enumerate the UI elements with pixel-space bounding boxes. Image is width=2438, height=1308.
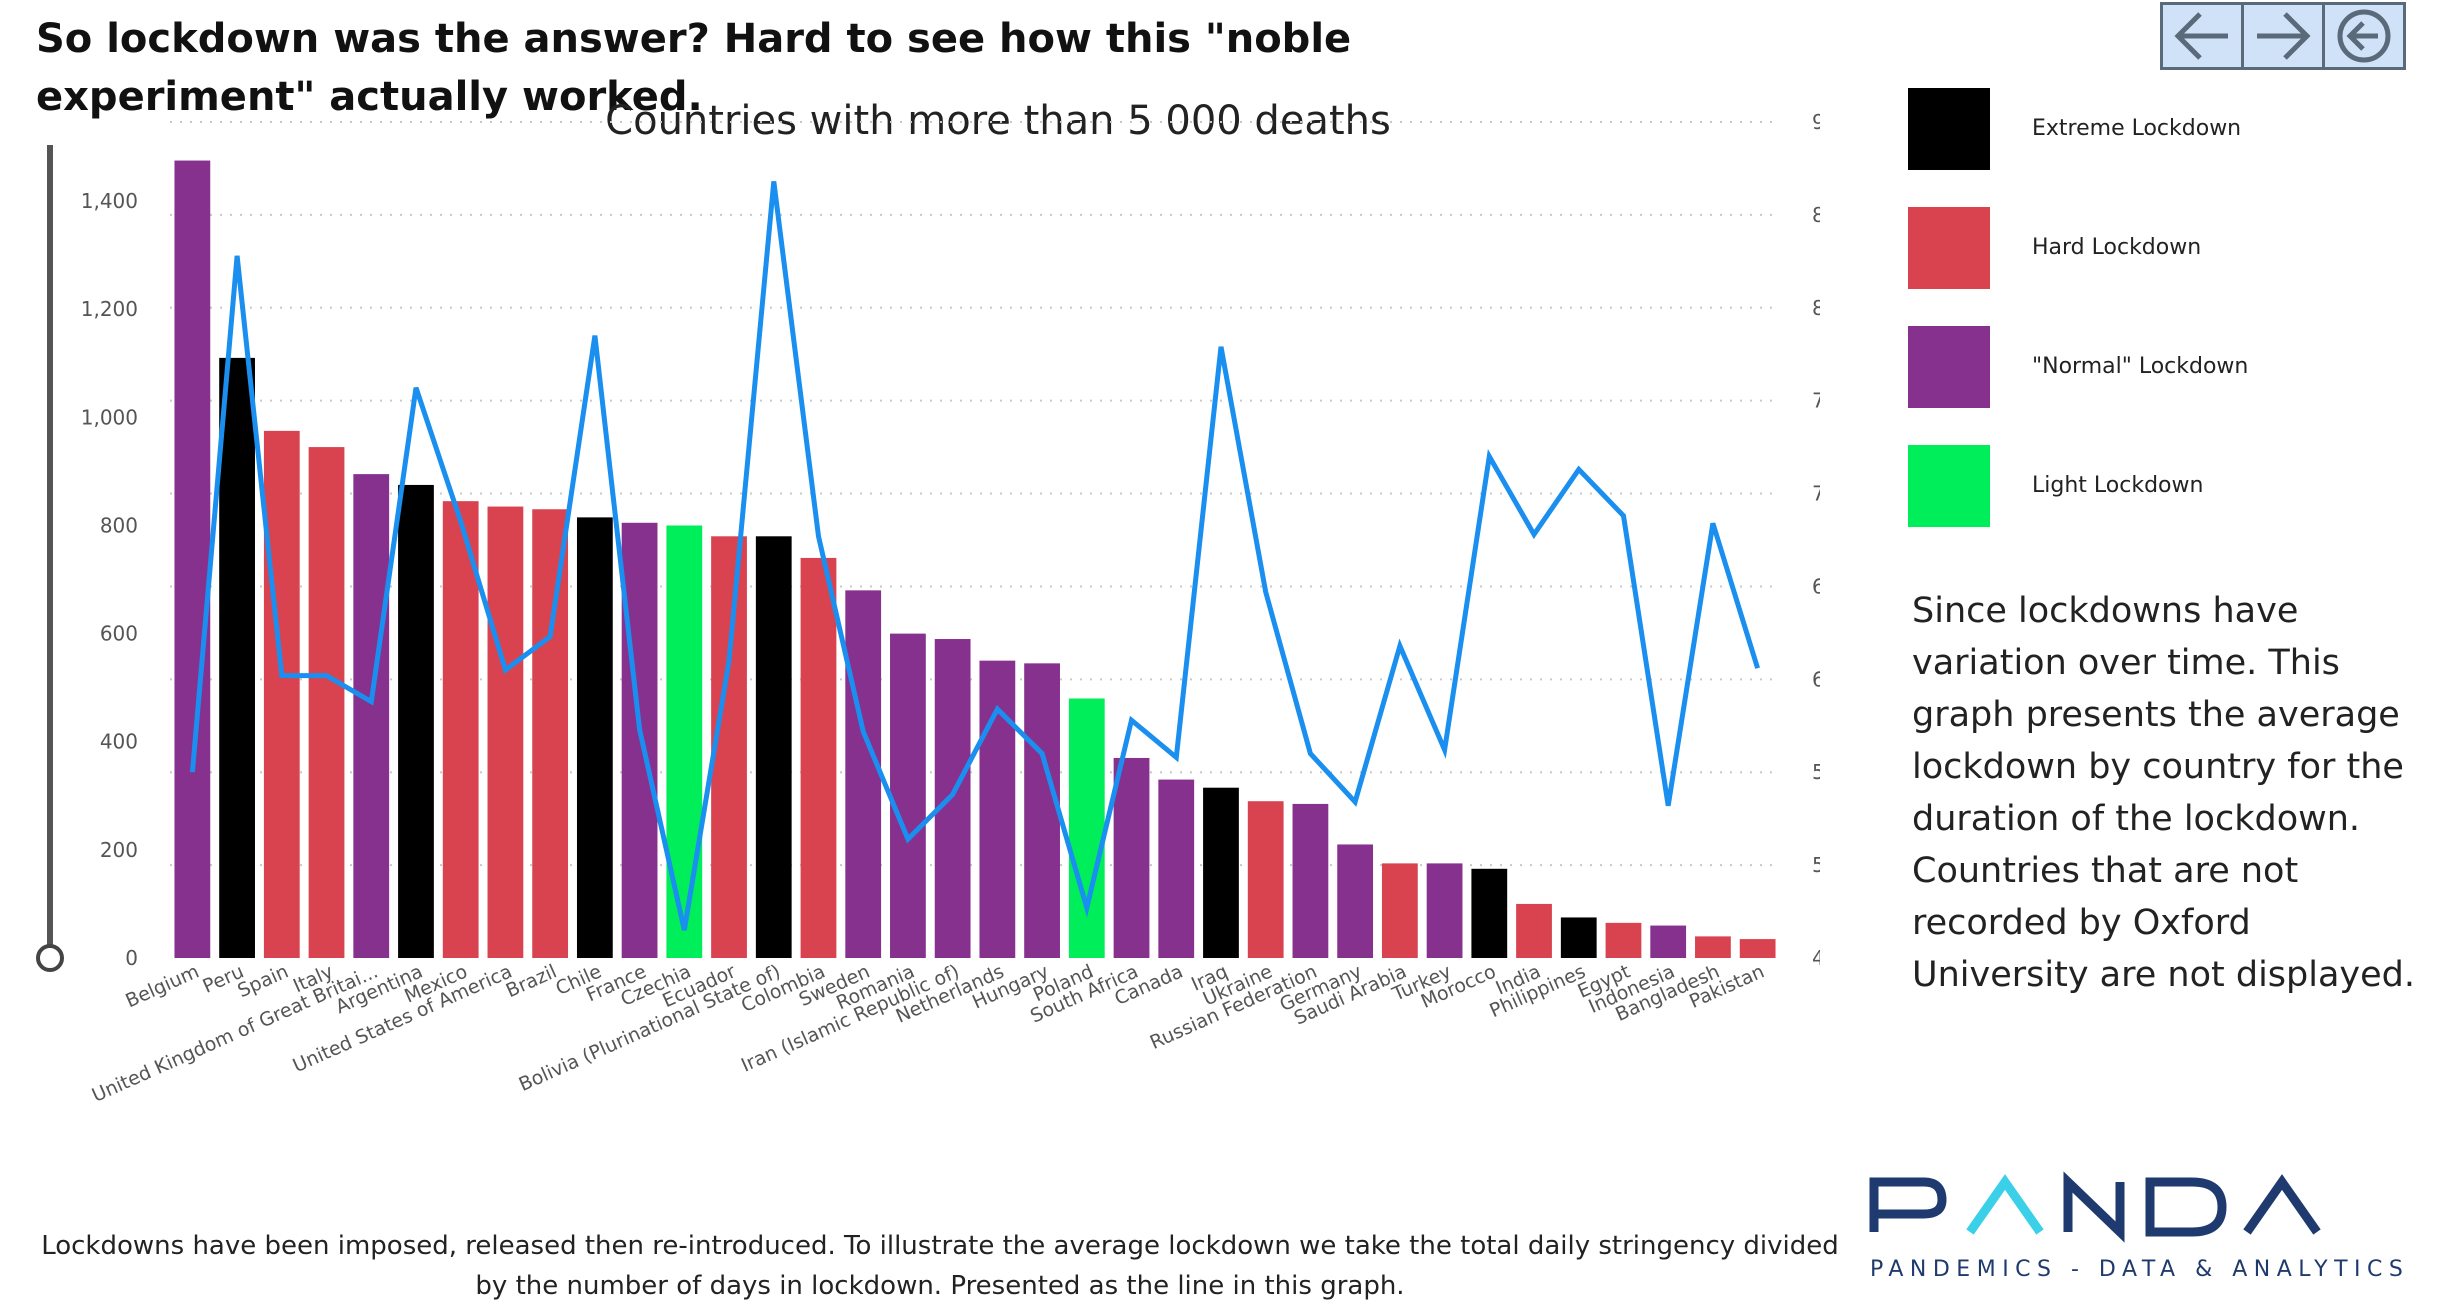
y-tick-label: 800 xyxy=(100,513,138,537)
headline: So lockdown was the answer? Hard to see … xyxy=(36,16,1352,120)
y2-tick-label: 85 xyxy=(1812,203,1820,227)
bar-32 xyxy=(1605,922,1642,958)
y2-tick-label: 75 xyxy=(1812,389,1820,413)
panda-logo-tagline: PANDEMICS - DATA & ANALYTICS xyxy=(1870,1257,2402,1282)
bar-17 xyxy=(934,639,971,958)
bar-27 xyxy=(1381,863,1418,958)
legend-swatch-hard xyxy=(1908,207,1990,289)
return-button[interactable] xyxy=(2325,5,2403,67)
explanation-note: Since lockdowns have variation over time… xyxy=(1912,591,2416,995)
bar-33 xyxy=(1650,925,1687,958)
legend-swatch-light xyxy=(1908,445,1990,527)
y2-tick-label: 50 xyxy=(1812,853,1820,877)
legend-item-light: Light Lockdown xyxy=(1908,445,2408,527)
legend-label-hard: Hard Lockdown xyxy=(2032,235,2202,260)
panda-logo: PANDEMICS - DATA & ANALYTICS xyxy=(1869,1171,2402,1282)
legend-item-extreme: Extreme Lockdown xyxy=(1908,88,2408,170)
y-tick-label: 1,000 xyxy=(81,405,138,429)
y2-tick-label: 55 xyxy=(1812,760,1820,784)
bar-9 xyxy=(576,517,613,958)
y-tick-label: 0 xyxy=(125,946,138,970)
y-tick-label: 1,400 xyxy=(81,189,138,213)
x-tick-label: Brazil xyxy=(503,960,560,1002)
bar-21 xyxy=(1113,757,1150,958)
bar-1 xyxy=(219,357,255,958)
y2-tick-label: 60 xyxy=(1812,667,1820,691)
bar-8 xyxy=(532,509,569,958)
bar-4 xyxy=(353,474,390,958)
y2-tick-label: 80 xyxy=(1812,296,1820,320)
forward-button[interactable] xyxy=(2244,5,2325,67)
y2-tick-label: 70 xyxy=(1812,482,1820,506)
y-tick-label: 400 xyxy=(100,730,138,754)
bar-34 xyxy=(1695,936,1731,958)
bar-29 xyxy=(1471,868,1508,958)
bar-30 xyxy=(1516,903,1552,958)
legend-label-extreme: Extreme Lockdown xyxy=(2032,116,2242,141)
chart: Countries with more than 5 000 deaths 0 2… xyxy=(36,98,1820,1107)
bars xyxy=(174,160,1776,958)
bar-31 xyxy=(1560,917,1597,958)
legend-label-light: Light Lockdown xyxy=(2032,473,2204,498)
y2-tick-label: 90 xyxy=(1812,110,1820,134)
bar-11 xyxy=(666,525,703,958)
y-axis-right: 45 50 55 60 65 70 75 80 85 90 xyxy=(1812,110,1820,970)
navigation-buttons xyxy=(2160,2,2406,70)
legend-label-normal: "Normal" Lockdown xyxy=(2032,354,2249,379)
bar-6 xyxy=(442,501,479,958)
bar-13 xyxy=(755,536,792,958)
zoom-slider[interactable] xyxy=(36,145,64,972)
footnote: Lockdowns have been imposed, released th… xyxy=(41,1231,1839,1301)
y-tick-label: 600 xyxy=(100,622,138,646)
legend-swatch-extreme xyxy=(1908,88,1990,170)
bar-5 xyxy=(398,484,434,958)
arrow-right-icon xyxy=(2257,12,2311,60)
legend-swatch-normal xyxy=(1908,326,1990,408)
bar-7 xyxy=(487,506,524,958)
y2-tick-label: 65 xyxy=(1812,574,1820,598)
bar-28 xyxy=(1426,863,1463,958)
zoom-slider-handle[interactable] xyxy=(36,944,64,972)
chart-title: Countries with more than 5 000 deaths xyxy=(605,98,1391,144)
arrow-left-icon xyxy=(2174,12,2228,60)
panda-logo-mark xyxy=(1869,1171,2321,1243)
y-axis-left: 0 200 400 600 800 1,000 1,200 1,400 xyxy=(81,189,138,970)
line-series xyxy=(189,181,1760,931)
bar-26 xyxy=(1337,844,1374,958)
bar-25 xyxy=(1292,803,1329,958)
bar-22 xyxy=(1158,779,1195,958)
back-button[interactable] xyxy=(2163,5,2244,67)
x-tick-label: Spain xyxy=(234,960,291,1002)
bar-14 xyxy=(800,557,837,958)
bar-35 xyxy=(1739,939,1776,958)
y-tick-label: 200 xyxy=(100,838,138,862)
bar-19 xyxy=(1024,663,1060,958)
y-tick-label: 1,200 xyxy=(81,297,138,321)
bar-24 xyxy=(1247,801,1284,958)
bar-15 xyxy=(845,590,882,958)
bar-2 xyxy=(263,430,300,958)
bar-16 xyxy=(890,633,926,958)
bar-20 xyxy=(1068,698,1105,958)
legend-item-normal: "Normal" Lockdown xyxy=(1908,326,2408,408)
circle-arrow-left-icon xyxy=(2337,9,2391,63)
legend-item-hard: Hard Lockdown xyxy=(1908,207,2408,289)
stringency-line xyxy=(189,181,1760,931)
bar-23 xyxy=(1203,787,1239,958)
bar-18 xyxy=(979,660,1016,958)
bar-3 xyxy=(308,447,345,958)
bar-0 xyxy=(174,160,211,958)
y2-tick-label: 45 xyxy=(1812,946,1820,970)
